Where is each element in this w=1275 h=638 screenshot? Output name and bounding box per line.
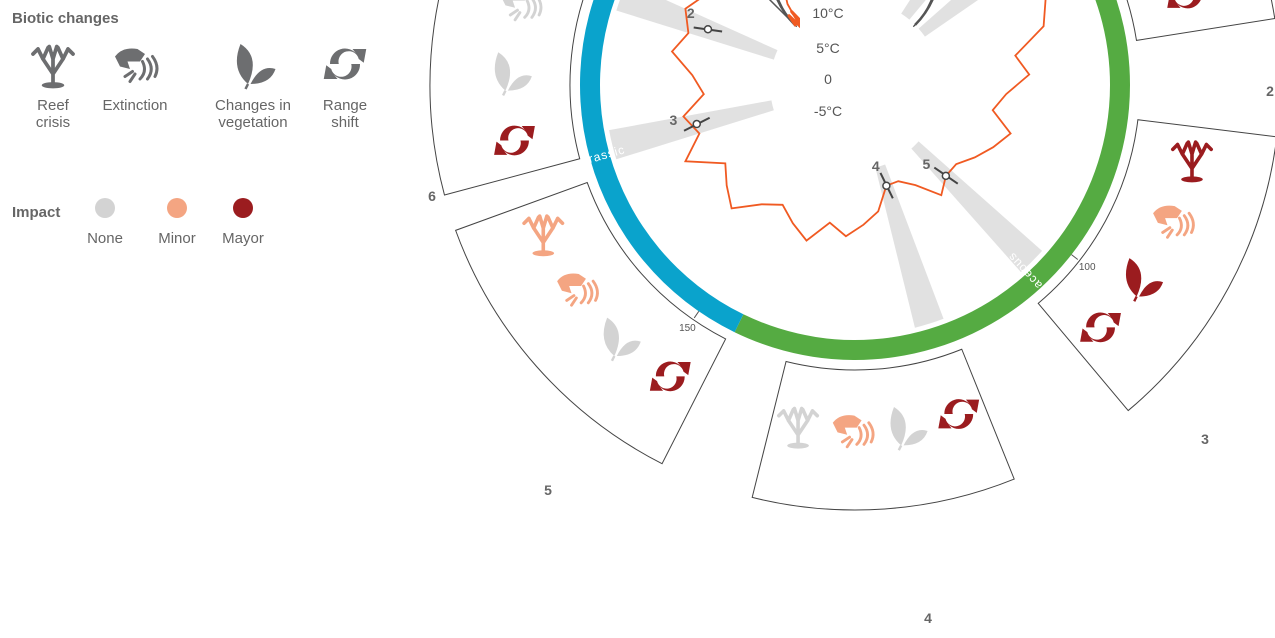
impact-dot	[95, 198, 115, 218]
event-box-3	[1037, 119, 1275, 412]
event-number: 2	[687, 5, 695, 21]
temperature-scale-label: 0	[824, 71, 832, 87]
range-shift-icon	[323, 48, 367, 80]
fossil-icon	[115, 48, 159, 83]
age-tick	[1071, 254, 1079, 260]
range-shift-icon	[494, 125, 535, 156]
event-point	[882, 181, 891, 190]
range-shift-icon	[1080, 312, 1121, 343]
event-box-4	[751, 348, 1015, 511]
impact-label: None	[87, 230, 123, 247]
event-band-4	[875, 164, 944, 328]
age-tick-label: 100	[1079, 262, 1096, 273]
event-number: 3	[669, 112, 677, 128]
leaf-icon	[1125, 258, 1164, 302]
impact-dot	[233, 198, 253, 218]
fossil-icon	[557, 273, 599, 307]
fossil-icon	[1153, 205, 1195, 239]
event-box-6	[429, 0, 584, 196]
temperature-scale-label: 5°C	[816, 40, 840, 56]
impact-level: None	[70, 198, 140, 247]
event-band-6	[918, 0, 979, 37]
temperature-curve	[670, 0, 1047, 242]
reef-icon	[777, 406, 820, 449]
reef-icon	[522, 214, 565, 257]
impact-label: Minor	[158, 230, 196, 247]
legend-title: Biotic changes	[12, 10, 119, 27]
range-shift-icon	[649, 361, 691, 392]
temperature-scale-panel	[800, 0, 858, 125]
time-zero-line	[768, 0, 796, 26]
legend-label: Range shift	[322, 97, 368, 131]
legend-item-vegetation: Changes in vegetation	[208, 38, 298, 131]
event-box-number: 6	[428, 188, 436, 204]
event-box-number: 2	[1266, 83, 1274, 99]
event-band-1	[901, 0, 926, 20]
event-band-3	[609, 100, 774, 160]
impact-level: Mayor	[208, 198, 278, 247]
event-box-5	[454, 181, 727, 465]
legend: Biotic changes Reef crisis Extinction Chan…	[0, 0, 400, 260]
event-box-number: 5	[544, 482, 552, 498]
impact-title: Impact	[12, 204, 61, 221]
range-shift-icon	[1167, 0, 1201, 9]
event-box-number: 4	[924, 610, 932, 626]
event-box-2	[1126, 0, 1275, 41]
event-point	[703, 24, 713, 34]
legend-item-range: Range shift	[300, 38, 390, 131]
event-point	[692, 119, 701, 129]
leaf-icon	[890, 407, 928, 451]
age-tick-label: 150	[679, 323, 696, 334]
impact-level: Minor	[142, 198, 212, 247]
temperature-scale-label: 10°C	[812, 5, 843, 21]
event-number: 5	[923, 156, 931, 172]
leaf-icon	[236, 44, 276, 90]
event-box-number: 3	[1201, 431, 1209, 447]
impact-dot	[167, 198, 187, 218]
age-tick	[693, 311, 700, 319]
period-band-cretaceous	[734, 0, 1130, 360]
event-band-5	[911, 141, 1043, 273]
fossil-icon	[502, 0, 543, 22]
legend-item-reef: Reef crisis	[8, 38, 98, 131]
period-band-jurassic	[580, 0, 744, 333]
legend-label: Changes in vegetation	[215, 97, 291, 131]
reef-icon	[31, 44, 75, 89]
legend-label: Reef crisis	[35, 97, 71, 131]
leaf-icon	[603, 317, 641, 362]
leaf-icon	[494, 52, 532, 96]
event-band-2	[616, 0, 778, 60]
impact-label: Mayor	[222, 230, 264, 247]
legend-item-extinction: Extinction	[90, 38, 180, 114]
reef-icon	[1170, 140, 1213, 183]
fossil-icon	[832, 415, 875, 449]
temperature-scale-label: -5°C	[814, 103, 842, 119]
legend-label: Extinction	[102, 97, 168, 114]
event-number: 4	[872, 158, 880, 174]
event-point	[941, 171, 951, 181]
range-shift-icon	[938, 399, 980, 429]
